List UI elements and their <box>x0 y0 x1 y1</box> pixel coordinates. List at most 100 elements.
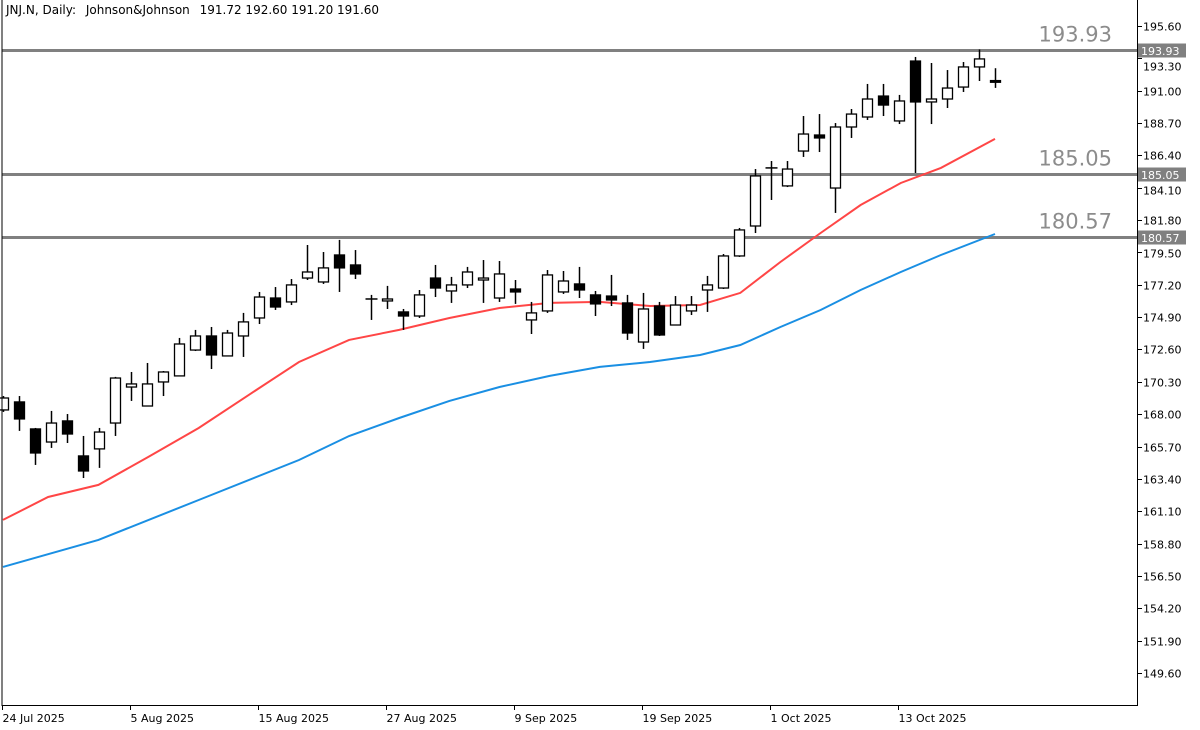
ma-fast-line <box>2 138 996 521</box>
candle-body-bullish <box>109 377 122 424</box>
time-axis[interactable]: 24 Jul 2025 5 Aug 2025 15 Aug 2025 27 Aug 2… <box>2 705 967 725</box>
price-tick-label: 156.50 <box>1143 571 1182 584</box>
price-tick-label: 195.60 <box>1143 21 1182 34</box>
candle-body-bullish <box>717 255 730 289</box>
candle-body-bearish <box>205 335 218 356</box>
candle-body-bullish <box>685 304 698 312</box>
candle-body-bullish <box>797 133 810 152</box>
candle-body-bullish <box>701 284 714 291</box>
candle-body-bullish <box>125 383 138 388</box>
price-level-tag-label: 180.57 <box>1141 232 1180 245</box>
candle-body-bullish <box>781 168 794 187</box>
candle-body-bullish <box>173 343 186 377</box>
candle-body-bullish <box>829 126 842 189</box>
candle-body-bullish <box>285 284 298 303</box>
price-tick-label: 193.30 <box>1143 61 1182 74</box>
candle-body-bullish <box>957 66 970 88</box>
instrument-name: Johnson&Johnson <box>85 3 190 17</box>
price-levels: 193.93 185.05 180.57 <box>2 23 1138 239</box>
chart-header: JNJ.N, Daily: Johnson&Johnson 191.72 192… <box>6 3 385 17</box>
candle <box>765 161 778 200</box>
candle <box>109 376 122 436</box>
date-tick-label: 5 Aug 2025 <box>131 712 194 725</box>
candle <box>381 285 394 309</box>
price-axis[interactable]: 195.60 193.30 191.00 188.70 186.40 184.10 181.… <box>1137 21 1182 681</box>
date-tick-label: 15 Aug 2025 <box>259 712 329 725</box>
candle-body-bullish <box>861 98 874 118</box>
date-tick-label: 27 Aug 2025 <box>387 712 457 725</box>
candle <box>621 294 634 340</box>
candle <box>317 252 330 284</box>
candle <box>733 227 746 257</box>
candle-body-bullish <box>301 271 314 279</box>
candle <box>637 292 650 349</box>
candle <box>125 371 138 401</box>
candle <box>349 250 362 280</box>
candle-body-bearish <box>589 294 602 305</box>
candle-body-bearish <box>653 305 666 336</box>
candle <box>205 326 218 370</box>
price-level-label: 180.57 <box>1039 210 1112 234</box>
price-tick-label: 170.30 <box>1143 377 1182 390</box>
moving-averages <box>2 138 996 568</box>
candle <box>93 427 106 468</box>
candle-body-bullish <box>93 431 106 450</box>
candle <box>685 296 698 316</box>
date-tick-label: 1 Oct 2025 <box>771 712 832 725</box>
candle-body-bearish <box>621 302 634 334</box>
candle <box>429 264 442 298</box>
candle <box>29 427 42 465</box>
price-level-tag-label: 193.93 <box>1141 45 1180 58</box>
candle-body-bearish <box>269 297 282 308</box>
candle-body-bullish <box>925 98 938 103</box>
candle-body-bullish <box>637 308 650 343</box>
candle <box>973 49 986 82</box>
candle-body-bearish <box>77 455 90 472</box>
candle <box>797 116 810 157</box>
candle-body-bullish <box>0 397 10 411</box>
candle-body-bullish <box>461 271 474 286</box>
candle-body-bullish <box>845 113 858 128</box>
candle <box>589 290 602 317</box>
candle <box>541 270 554 313</box>
candle <box>653 301 666 336</box>
candle <box>893 94 906 125</box>
date-tick-label: 9 Sep 2025 <box>515 712 578 725</box>
candles <box>0 49 1002 479</box>
candle <box>141 362 154 407</box>
candle <box>13 396 26 431</box>
price-tick-label: 179.50 <box>1143 248 1182 261</box>
price-level-label: 185.05 <box>1039 147 1112 171</box>
candle <box>781 161 794 188</box>
price-tick-label: 188.70 <box>1143 118 1182 131</box>
candle-body-bullish <box>669 304 682 326</box>
candle <box>509 280 522 304</box>
candle-body-bullish <box>413 294 426 317</box>
candle <box>701 275 714 312</box>
candle <box>605 274 618 307</box>
candle <box>445 276 458 303</box>
candle <box>61 414 74 443</box>
date-tick-label: 24 Jul 2025 <box>3 712 65 725</box>
price-tick-label: 151.90 <box>1143 636 1182 649</box>
date-tick-label: 19 Sep 2025 <box>643 712 713 725</box>
candle <box>413 289 426 318</box>
candle <box>557 271 570 294</box>
candle <box>301 244 314 281</box>
candle-body-bullish <box>477 277 490 281</box>
price-level-label: 193.93 <box>1039 23 1112 47</box>
candle <box>957 62 970 92</box>
candle <box>877 83 890 117</box>
level-tags: 193.93 185.05 180.57 <box>1138 43 1186 245</box>
price-tick-label: 172.60 <box>1143 344 1182 357</box>
candle <box>77 435 90 479</box>
candle-body-bearish <box>333 254 346 269</box>
candle <box>157 370 170 397</box>
price-level-tag-label: 185.05 <box>1141 169 1180 182</box>
candle <box>45 410 58 448</box>
symbol-label: JNJ.N, Daily: <box>6 3 77 17</box>
candle <box>397 308 410 330</box>
candle-body-bearish <box>877 95 890 106</box>
